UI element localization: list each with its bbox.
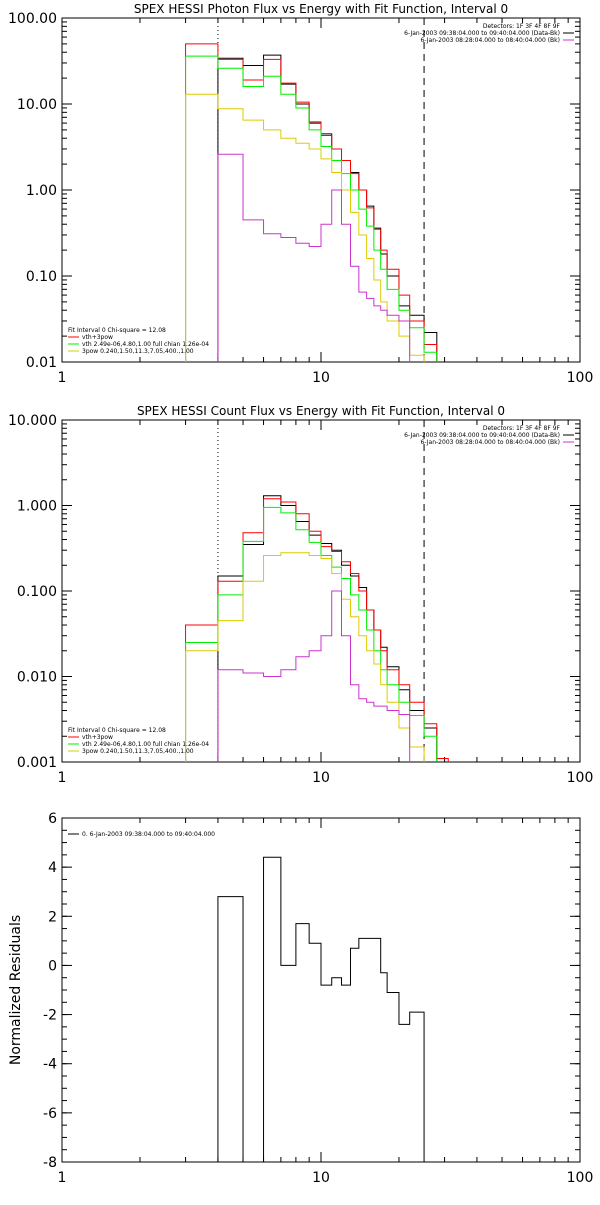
legend-entry: vth+3pow bbox=[82, 334, 113, 341]
series-line-3 bbox=[185, 55, 438, 362]
x-tick-label: 10 bbox=[312, 770, 330, 786]
info-line: 6-Jan-2003 09:38:04.000 to 09:40:04.000 … bbox=[404, 432, 560, 439]
x-tick-label: 1 bbox=[58, 1170, 67, 1186]
chart-title: SPEX HESSI Photon Flux vs Energy with Fi… bbox=[134, 2, 508, 16]
legend-entry: 3pow 0.240,1.50,11.3,7.05,400.,1.00 bbox=[82, 748, 194, 755]
x-tick-label: 1 bbox=[58, 370, 67, 386]
series-line-2 bbox=[185, 498, 449, 762]
y-tick-label: 10.00 bbox=[17, 97, 57, 113]
legend-entry: vth 2.49e-06,4.80,1.00 full chian 1.26e-… bbox=[82, 341, 209, 348]
series-line-3 bbox=[185, 506, 438, 762]
y-tick-label: 0.001 bbox=[17, 755, 57, 771]
legend-entry: 3pow 0.240,1.50,11.3,7.05,400.,1.00 bbox=[82, 348, 194, 355]
series-line-1 bbox=[217, 856, 425, 1162]
series-line-2 bbox=[185, 43, 438, 362]
y-tick-label: 0 bbox=[48, 958, 57, 974]
series-line-5 bbox=[217, 590, 411, 762]
y-tick-label: 4 bbox=[48, 860, 57, 876]
x-tick-label: 100 bbox=[567, 770, 594, 786]
x-tick-label: 100 bbox=[567, 370, 594, 386]
info-line: Detectors: 1F 3F 4F 8F 9F bbox=[483, 23, 561, 30]
y-tick-label: 1.00 bbox=[26, 183, 57, 199]
data-series bbox=[217, 856, 425, 1162]
panel-3: Normalized Residuals 1 10 100 -8 -6 -4 -2 0 2 4 6 0.… bbox=[8, 811, 594, 1186]
panel-2: SPEX HESSI Count Flux vs Energy with Fit… bbox=[8, 404, 594, 786]
plot-frame bbox=[61, 817, 581, 1163]
info-line: 6-Jan-2003 08:28:04.000 to 08:40:04.000 … bbox=[420, 37, 560, 44]
legend-entry: Fit Interval 0 Chi-square = 12.08 bbox=[68, 327, 166, 334]
plot-frame bbox=[61, 419, 581, 763]
y-tick-label: 2 bbox=[48, 909, 57, 925]
y-tick-label: 0.10 bbox=[26, 269, 57, 285]
x-tick-label: 1 bbox=[58, 770, 67, 786]
y-tick-label: 10.000 bbox=[8, 413, 57, 429]
y-tick-label: 0.100 bbox=[17, 584, 57, 600]
y-tick-label: -6 bbox=[43, 1106, 57, 1122]
data-series bbox=[185, 43, 438, 362]
y-tick-label: -2 bbox=[43, 1008, 57, 1024]
y-tick-label: 1.000 bbox=[17, 499, 57, 515]
series-line-1 bbox=[217, 54, 438, 362]
legend-entry: vth 2.49e-06,4.80,1.00 full chian 1.26e-… bbox=[82, 741, 209, 748]
series-line-5 bbox=[217, 153, 411, 362]
series-line-4 bbox=[185, 93, 425, 362]
series-line-4 bbox=[185, 552, 425, 762]
legend-entry: vth+3pow bbox=[82, 734, 113, 741]
y-axis-label: Normalized Residuals bbox=[8, 915, 24, 1065]
y-tick-label: -4 bbox=[43, 1057, 57, 1073]
legend-entry: Fit Interval 0 Chi-square = 12.08 bbox=[68, 727, 166, 734]
chart-title: SPEX HESSI Count Flux vs Energy with Fit… bbox=[137, 404, 505, 418]
y-tick-label: 100.00 bbox=[8, 11, 57, 27]
panel-1: SPEX HESSI Photon Flux vs Energy with Fi… bbox=[8, 2, 594, 386]
x-tick-label: 10 bbox=[312, 1170, 330, 1186]
y-tick-label: 0.01 bbox=[26, 355, 57, 371]
info-line: 6-Jan-2003 09:38:04.000 to 09:40:04.000 … bbox=[404, 30, 560, 37]
info-line: Detectors: 1F 3F 4F 8F 9F bbox=[483, 425, 561, 432]
y-tick-label: 6 bbox=[48, 811, 57, 827]
series-line-1 bbox=[217, 495, 438, 762]
x-tick-label: 100 bbox=[567, 1170, 594, 1186]
plot-frame bbox=[61, 17, 581, 363]
data-series bbox=[185, 495, 449, 762]
y-tick-label: -8 bbox=[43, 1155, 57, 1171]
info-line: 6-Jan-2003 08:28:04.000 to 08:40:04.000 … bbox=[420, 439, 560, 446]
x-tick-label: 10 bbox=[312, 370, 330, 386]
legend-entry: 0. 6-Jan-2003 09:38:04.000 to 09:40:04.0… bbox=[82, 831, 215, 838]
y-tick-label: 0.010 bbox=[17, 670, 57, 686]
